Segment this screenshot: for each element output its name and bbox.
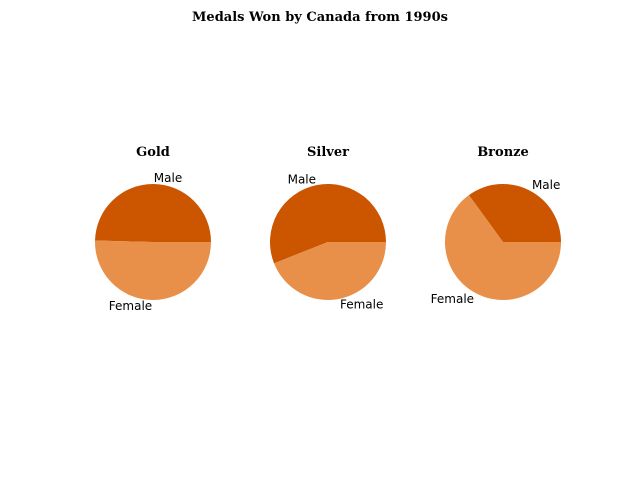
pie-title: Bronze [477,145,529,160]
pie-silver: Silver Male Female [270,145,386,312]
pie-slice-male [270,183,386,264]
slice-label: Male [154,171,182,185]
pie-title: Gold [136,145,170,160]
pie-gold: Gold Male Female [95,145,211,313]
slice-label: Male [288,172,316,186]
pie-slice-female [95,240,211,301]
slice-label: Female [340,298,383,312]
pie-bronze: Bronze Male Female [431,145,561,306]
slice-label: Female [109,299,152,313]
pie-title: Silver [307,145,349,160]
chart-title: Medals Won by Canada from 1990s [192,10,448,25]
slice-label: Female [431,292,474,306]
pie-slice-female [445,195,561,300]
slice-label: Male [532,178,560,192]
pie-slice-male [468,183,561,242]
pie-slice-male [95,184,211,242]
pie-slice-female [274,242,386,300]
